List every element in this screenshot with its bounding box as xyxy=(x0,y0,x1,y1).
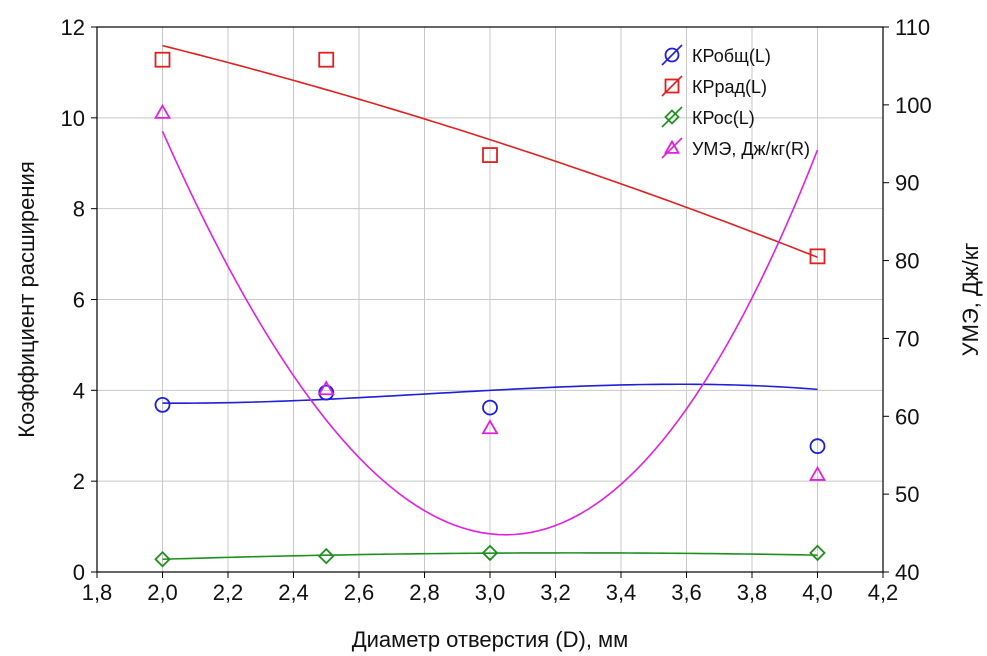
legend-item: КРос(L) xyxy=(661,106,755,128)
y-right-tick-label: 110 xyxy=(895,15,930,40)
data-point-diamond xyxy=(154,551,171,568)
tick-labels: 1,8 2,0 2,2 2,4 2,6 2,8 3,0 3,2 3,4 3,6 3,8 4,0 4,2 0… xyxy=(61,15,932,605)
y-right-tick-label: 40 xyxy=(895,560,919,585)
x-tick-label: 4,0 xyxy=(802,580,833,605)
y-axis-right-title: УМЭ, Дж/кг xyxy=(958,243,983,357)
series-fit-line xyxy=(162,552,818,561)
legend-line xyxy=(661,137,683,159)
y-axis-left-title: Коэффициент расширения xyxy=(14,161,39,437)
y-left-tick-label: 6 xyxy=(73,288,85,313)
data-point-diamond xyxy=(664,109,680,125)
legend-item: УМЭ, Дж/кг(R) xyxy=(661,137,810,159)
x-tick-label: 3,2 xyxy=(540,580,571,605)
x-tick-label: 3,8 xyxy=(737,580,768,605)
x-axis-title: Диаметр отверстия (D), мм xyxy=(352,627,629,652)
x-tick-label: 2,6 xyxy=(344,580,375,605)
y-right-tick-label: 60 xyxy=(895,404,919,429)
y-left-tick-label: 12 xyxy=(61,15,85,40)
data-point-triangle xyxy=(317,380,335,396)
data-point-square xyxy=(809,248,826,265)
data-point-diamond xyxy=(809,544,826,562)
series-fit-line xyxy=(162,44,818,259)
x-tick-label: 2,2 xyxy=(213,580,244,605)
x-tick-label: 2,0 xyxy=(147,580,178,605)
legend-line xyxy=(661,106,683,128)
x-tick-label: 1,8 xyxy=(82,580,113,605)
y-right-tick-label: 90 xyxy=(895,171,919,196)
grid-lines xyxy=(97,27,883,572)
x-tick-label: 3,6 xyxy=(671,580,702,605)
legend-label: КРрад(L) xyxy=(692,77,767,97)
legend-label: КРос(L) xyxy=(692,108,755,128)
data-point-circle xyxy=(318,384,335,401)
y-left-tick-label: 0 xyxy=(73,560,85,585)
legend-label: КРобщ(L) xyxy=(692,46,771,66)
data-point-square xyxy=(482,147,498,163)
legend-item: КРрад(L) xyxy=(661,75,767,97)
data-point-square xyxy=(664,78,680,94)
legend: КРобщ(L) КРрад(L) КРос(L) УМЭ, Дж/кг(R) xyxy=(661,44,810,159)
tick-marks xyxy=(91,26,889,578)
series-fit-line xyxy=(161,131,819,536)
series-group xyxy=(154,44,826,265)
data-point-triangle xyxy=(481,419,499,435)
legend-label: УМЭ, Дж/кг(R) xyxy=(692,139,810,159)
data-point-triangle xyxy=(808,465,827,481)
y-left-tick-label: 8 xyxy=(73,197,85,222)
x-tick-label: 3,4 xyxy=(606,580,637,605)
data-point-circle xyxy=(482,399,498,416)
legend-item: КРобщ(L) xyxy=(661,44,771,66)
y-left-tick-label: 2 xyxy=(73,469,85,494)
y-left-tick-label: 10 xyxy=(61,106,85,131)
y-right-tick-label: 100 xyxy=(895,93,932,118)
y-right-tick-label: 80 xyxy=(895,249,919,274)
series-layer xyxy=(153,44,827,568)
data-point-diamond xyxy=(317,547,335,565)
data-point-square xyxy=(318,51,335,68)
x-tick-label: 2,4 xyxy=(278,580,309,605)
data-point-diamond xyxy=(481,544,499,562)
data-point-triangle xyxy=(153,103,172,119)
data-point-circle xyxy=(664,47,680,63)
data-point-square xyxy=(154,51,171,68)
data-point-circle xyxy=(809,438,826,455)
legend-line xyxy=(661,44,683,66)
x-tick-label: 2,8 xyxy=(409,580,440,605)
x-tick-label: 3,0 xyxy=(475,580,506,605)
series-group xyxy=(153,103,827,536)
data-point-circle xyxy=(154,396,171,413)
x-tick-label: 4,2 xyxy=(868,580,899,605)
y-right-tick-label: 50 xyxy=(895,482,919,507)
y-right-tick-label: 70 xyxy=(895,326,919,351)
series-fit-line xyxy=(162,383,818,404)
y-left-tick-label: 4 xyxy=(73,378,85,403)
data-point-triangle xyxy=(663,139,681,154)
series-group xyxy=(154,544,826,568)
